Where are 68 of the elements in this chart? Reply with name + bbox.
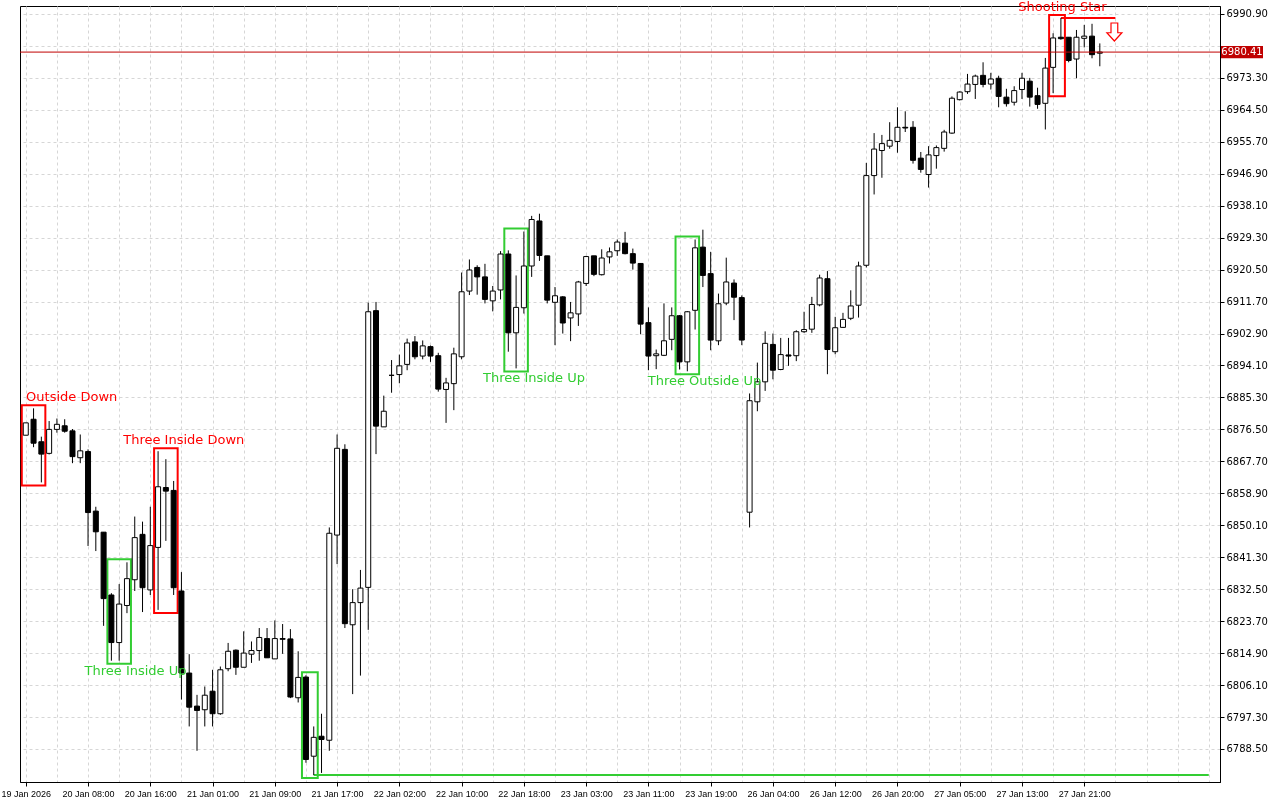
candlestick [404,338,411,371]
candlestick [443,377,450,424]
candlestick [411,335,418,360]
candlestick [53,418,60,434]
x-tick-label: 23 Jan 11:00 [623,788,675,799]
x-tick-label: 27 Jan 21:00 [1058,788,1111,799]
x-tick-label: 20 Jan 08:00 [62,788,115,799]
x-tick-label: 21 Jan 01:00 [187,788,240,799]
x-tick-label: 27 Jan 05:00 [934,788,987,799]
y-tick-label: 6973.30 [1226,72,1268,84]
y-tick-label: 6990.90 [1226,8,1268,20]
candlestick [980,61,987,88]
y-tick-label: 6955.70 [1226,136,1268,148]
y-tick-label: 6920.50 [1226,264,1268,276]
candlestick [396,354,403,384]
candlestick [801,311,808,334]
y-tick-label: 6806.10 [1226,679,1268,691]
x-tick-label: 26 Jan 20:00 [871,788,924,799]
x-tick-label: 21 Jan 17:00 [311,788,364,799]
annotation: Outside Down [26,389,118,405]
candlestick [162,458,169,542]
candlestick [225,642,232,672]
y-tick-label: 6841.30 [1226,551,1268,563]
x-tick-label: 23 Jan 03:00 [560,788,613,799]
y-tick-label: 6929.30 [1226,232,1268,244]
x-tick-label: 23 Jan 19:00 [685,788,738,799]
y-tick-label: 6911.70 [1226,296,1268,308]
candlestick [232,648,239,676]
candlestick [46,420,53,455]
x-tick-label: 19 Jan 2026 [1,788,52,799]
x-tick-label: 22 Jan 10:00 [436,788,489,799]
y-tick-label: 6814.90 [1226,647,1268,659]
candlestick [1089,23,1096,59]
candlestick [731,278,738,321]
y-tick-label: 6902.90 [1226,328,1268,340]
candlestick [481,263,488,304]
y-tick-label: 6894.10 [1226,359,1268,371]
y-tick-label: 6850.10 [1226,519,1268,531]
x-tick-label: 22 Jan 18:00 [498,788,551,799]
candlestick [660,302,667,357]
y-tick-label: 6964.50 [1226,104,1268,116]
candlestick [1018,72,1025,100]
annotation: Three Inside Up [482,370,585,386]
candlestick [92,506,99,552]
y-tick-label: 6946.90 [1226,168,1268,180]
y-tick-label: 6876.50 [1226,423,1268,435]
y-tick-label: 6938.10 [1226,200,1268,212]
candlestick [194,694,200,752]
y-tick-label: 6885.30 [1226,391,1268,403]
y-tick-label: 6788.50 [1226,743,1268,755]
candlestick [878,134,885,179]
x-tick-label: 26 Jan 12:00 [809,788,862,799]
y-tick-label: 6832.50 [1226,583,1268,595]
candlestick [380,395,387,428]
x-tick-label: 20 Jan 16:00 [124,788,177,799]
candlestick [552,286,559,346]
y-tick-label: 6797.30 [1226,711,1268,723]
candlestick [264,627,271,659]
annotation: Three Inside Down [122,432,245,448]
x-tick-label: 26 Jan 04:00 [747,788,800,799]
y-tick-label: 6823.70 [1226,615,1268,627]
y-tick-label: 6867.70 [1226,455,1268,467]
x-tick-label: 27 Jan 13:00 [996,788,1049,799]
x-tick-label: 21 Jan 09:00 [249,788,302,799]
x-tick-label: 22 Jan 02:00 [373,788,426,799]
ref-line-label: 6980.41 [1221,46,1263,58]
y-tick-label: 6858.90 [1226,487,1268,499]
candlestick [590,255,597,277]
